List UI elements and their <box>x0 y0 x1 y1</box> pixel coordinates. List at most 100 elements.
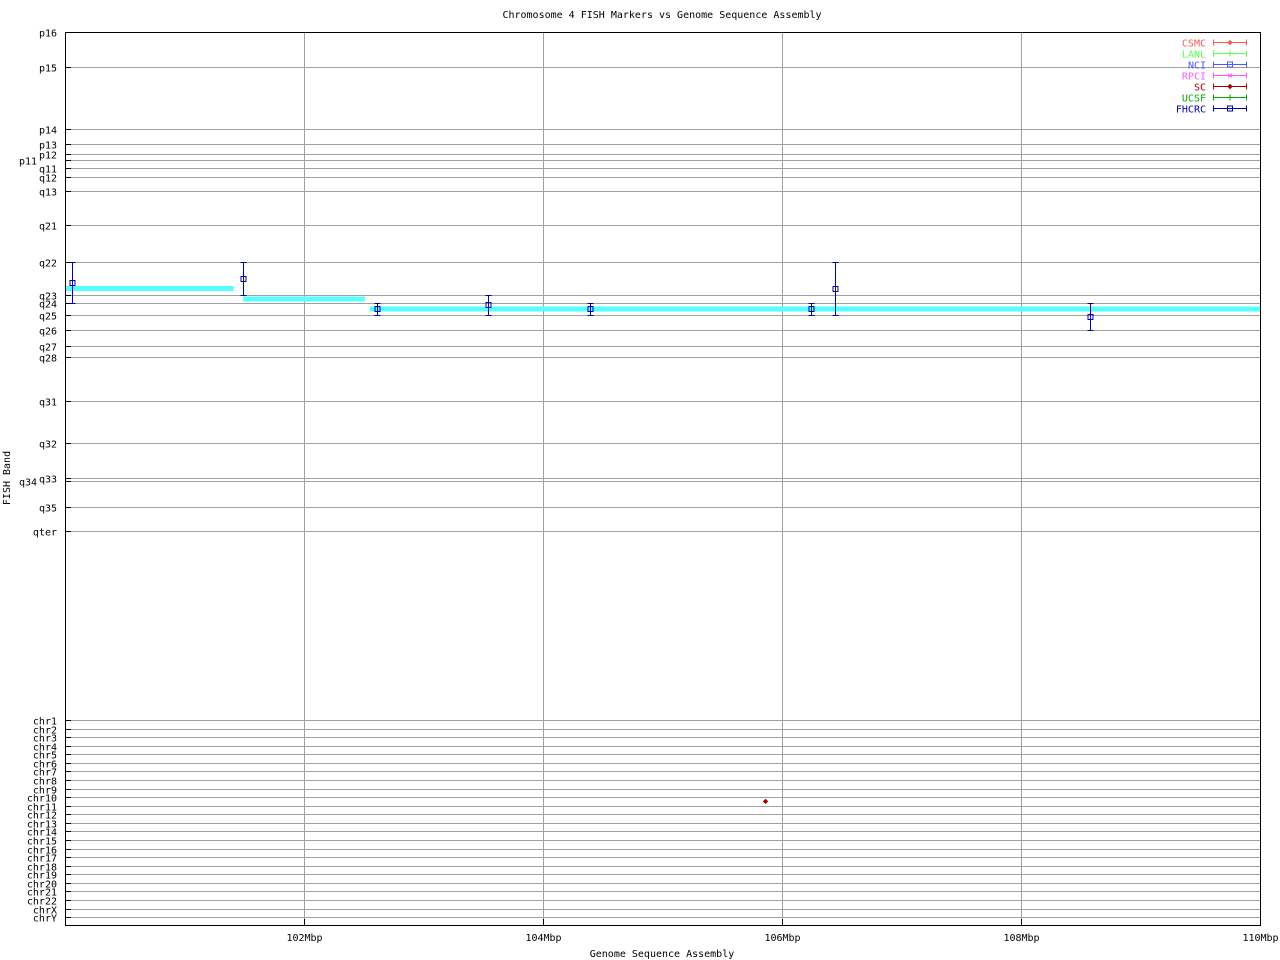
y-tick-label: q23 <box>39 292 57 303</box>
y-tick-label: p15 <box>39 64 57 75</box>
grid: p16p15p14p13p12p11q11q12q13q21q22q23q24q… <box>19 29 1279 945</box>
data-points <box>69 262 1094 805</box>
legend-entry-nci: NCI <box>1188 61 1247 72</box>
y-tick-label: q31 <box>39 398 57 409</box>
square-icon <box>1227 105 1233 112</box>
y-tick-label: p14 <box>39 126 57 137</box>
y-tick-label: chr9 <box>33 786 57 797</box>
y-tick-label: chr3 <box>33 734 57 745</box>
legend-label: LANL <box>1182 50 1206 61</box>
y-tick-label: q26 <box>39 327 57 338</box>
y-tick-label: p16 <box>39 29 57 40</box>
legend-entry-sc: SC <box>1194 83 1247 94</box>
y-tick-label: q24 <box>39 300 57 311</box>
y-tick-label: chr20 <box>27 880 57 891</box>
fhcrc-point <box>485 295 492 316</box>
legend-label: FHCRC <box>1176 105 1206 116</box>
y-tick-label: chr1 <box>33 717 57 728</box>
y-tick-label: chr13 <box>27 820 57 831</box>
y-tick-label: q11 <box>39 165 57 176</box>
x-tick-label: 106Mbp <box>764 933 800 944</box>
sc-point <box>762 798 769 805</box>
chart-title: Chromosome 4 FISH Markers vs Genome Sequ… <box>502 10 821 21</box>
legend-entry-rpci: RPCI <box>1182 72 1247 83</box>
fhcrc-point <box>1087 303 1094 331</box>
y-tick-label: chr15 <box>27 837 57 848</box>
fhcrc-point <box>374 303 381 316</box>
fhcrc-point <box>832 262 839 316</box>
square-icon <box>1227 61 1233 68</box>
y-tick-label: q13 <box>39 188 57 199</box>
diamond-icon <box>1227 39 1233 46</box>
y-tick-label: chr7 <box>33 768 57 779</box>
y-tick-label: qter <box>33 528 57 539</box>
y-tick-label: chrY <box>33 914 57 925</box>
legend-label: NCI <box>1188 61 1206 72</box>
x-axis-label: Genome Sequence Assembly <box>590 949 735 960</box>
y-tick-label: chr21 <box>27 888 57 899</box>
y-tick-label: p12 <box>39 151 57 162</box>
band-segment <box>369 306 1261 312</box>
y-tick-label: chr14 <box>27 828 57 839</box>
y-tick-label: q12 <box>39 174 57 185</box>
square-marker <box>240 276 247 282</box>
legend-entry-lanl: LANL <box>1182 50 1247 61</box>
y-tick-label: q35 <box>39 504 57 515</box>
y-tick-label: chr11 <box>27 803 57 814</box>
square-marker <box>587 306 594 312</box>
x-tick-label: 102Mbp <box>286 933 322 944</box>
legend-entry-csmc: CSMC <box>1182 39 1247 50</box>
legend-label: CSMC <box>1182 39 1206 50</box>
x-tick-label: 104Mbp <box>525 933 561 944</box>
y-tick-label: q25 <box>39 312 57 323</box>
band-segment <box>243 296 365 302</box>
x-tick-label: 110Mbp <box>1242 933 1278 944</box>
band-segment <box>65 286 234 291</box>
y-tick-label: chrX <box>33 906 57 917</box>
y-tick-label: chr2 <box>33 726 57 737</box>
fhcrc-point <box>69 262 76 304</box>
fhcrc-point <box>240 262 247 296</box>
y-tick-label: chr10 <box>27 794 57 805</box>
fhcrc-point <box>587 303 594 316</box>
band-segments <box>65 286 1261 312</box>
y-axis-label: FISH Band <box>2 451 13 505</box>
square-marker <box>832 286 839 292</box>
y-tick-label: chr18 <box>27 863 57 874</box>
y-tick-label: q34 <box>19 478 37 489</box>
legend-label: UCSF <box>1182 94 1206 105</box>
y-tick-label: chr17 <box>27 854 57 865</box>
cross-icon <box>1227 73 1233 78</box>
y-tick-label: q27 <box>39 343 57 354</box>
fhcrc-point <box>808 303 815 316</box>
y-tick-label: q33 <box>39 475 57 486</box>
y-tick-label: chr22 <box>27 897 57 908</box>
y-tick-label: chr19 <box>27 871 57 882</box>
x-tick-label: 108Mbp <box>1003 933 1039 944</box>
y-tick-label: q32 <box>39 440 57 451</box>
square-marker <box>374 306 381 312</box>
y-tick-label: q21 <box>39 222 57 233</box>
y-tick-label: q22 <box>39 259 57 270</box>
y-tick-label: chr16 <box>27 846 57 857</box>
y-tick-label: q28 <box>39 354 57 365</box>
square-marker <box>69 280 76 286</box>
legend-label: RPCI <box>1182 72 1206 83</box>
legend-label: SC <box>1194 83 1206 94</box>
y-tick-label: chr4 <box>33 743 57 754</box>
square-marker <box>808 306 815 312</box>
legend-entry-ucsf: UCSF <box>1182 94 1247 105</box>
plot-border <box>65 32 1261 926</box>
y-tick-label: chr8 <box>33 777 57 788</box>
square-marker <box>485 302 492 308</box>
y-tick-label: p13 <box>39 141 57 152</box>
y-tick-label: chr5 <box>33 751 57 762</box>
y-tick-label: chr6 <box>33 760 57 771</box>
y-tick-label: chr12 <box>27 811 57 822</box>
y-tick-label: p11 <box>19 157 37 168</box>
square-marker <box>1087 314 1094 320</box>
legend-entry-fhcrc: FHCRC <box>1176 105 1247 116</box>
diamond-icon <box>1227 83 1233 90</box>
